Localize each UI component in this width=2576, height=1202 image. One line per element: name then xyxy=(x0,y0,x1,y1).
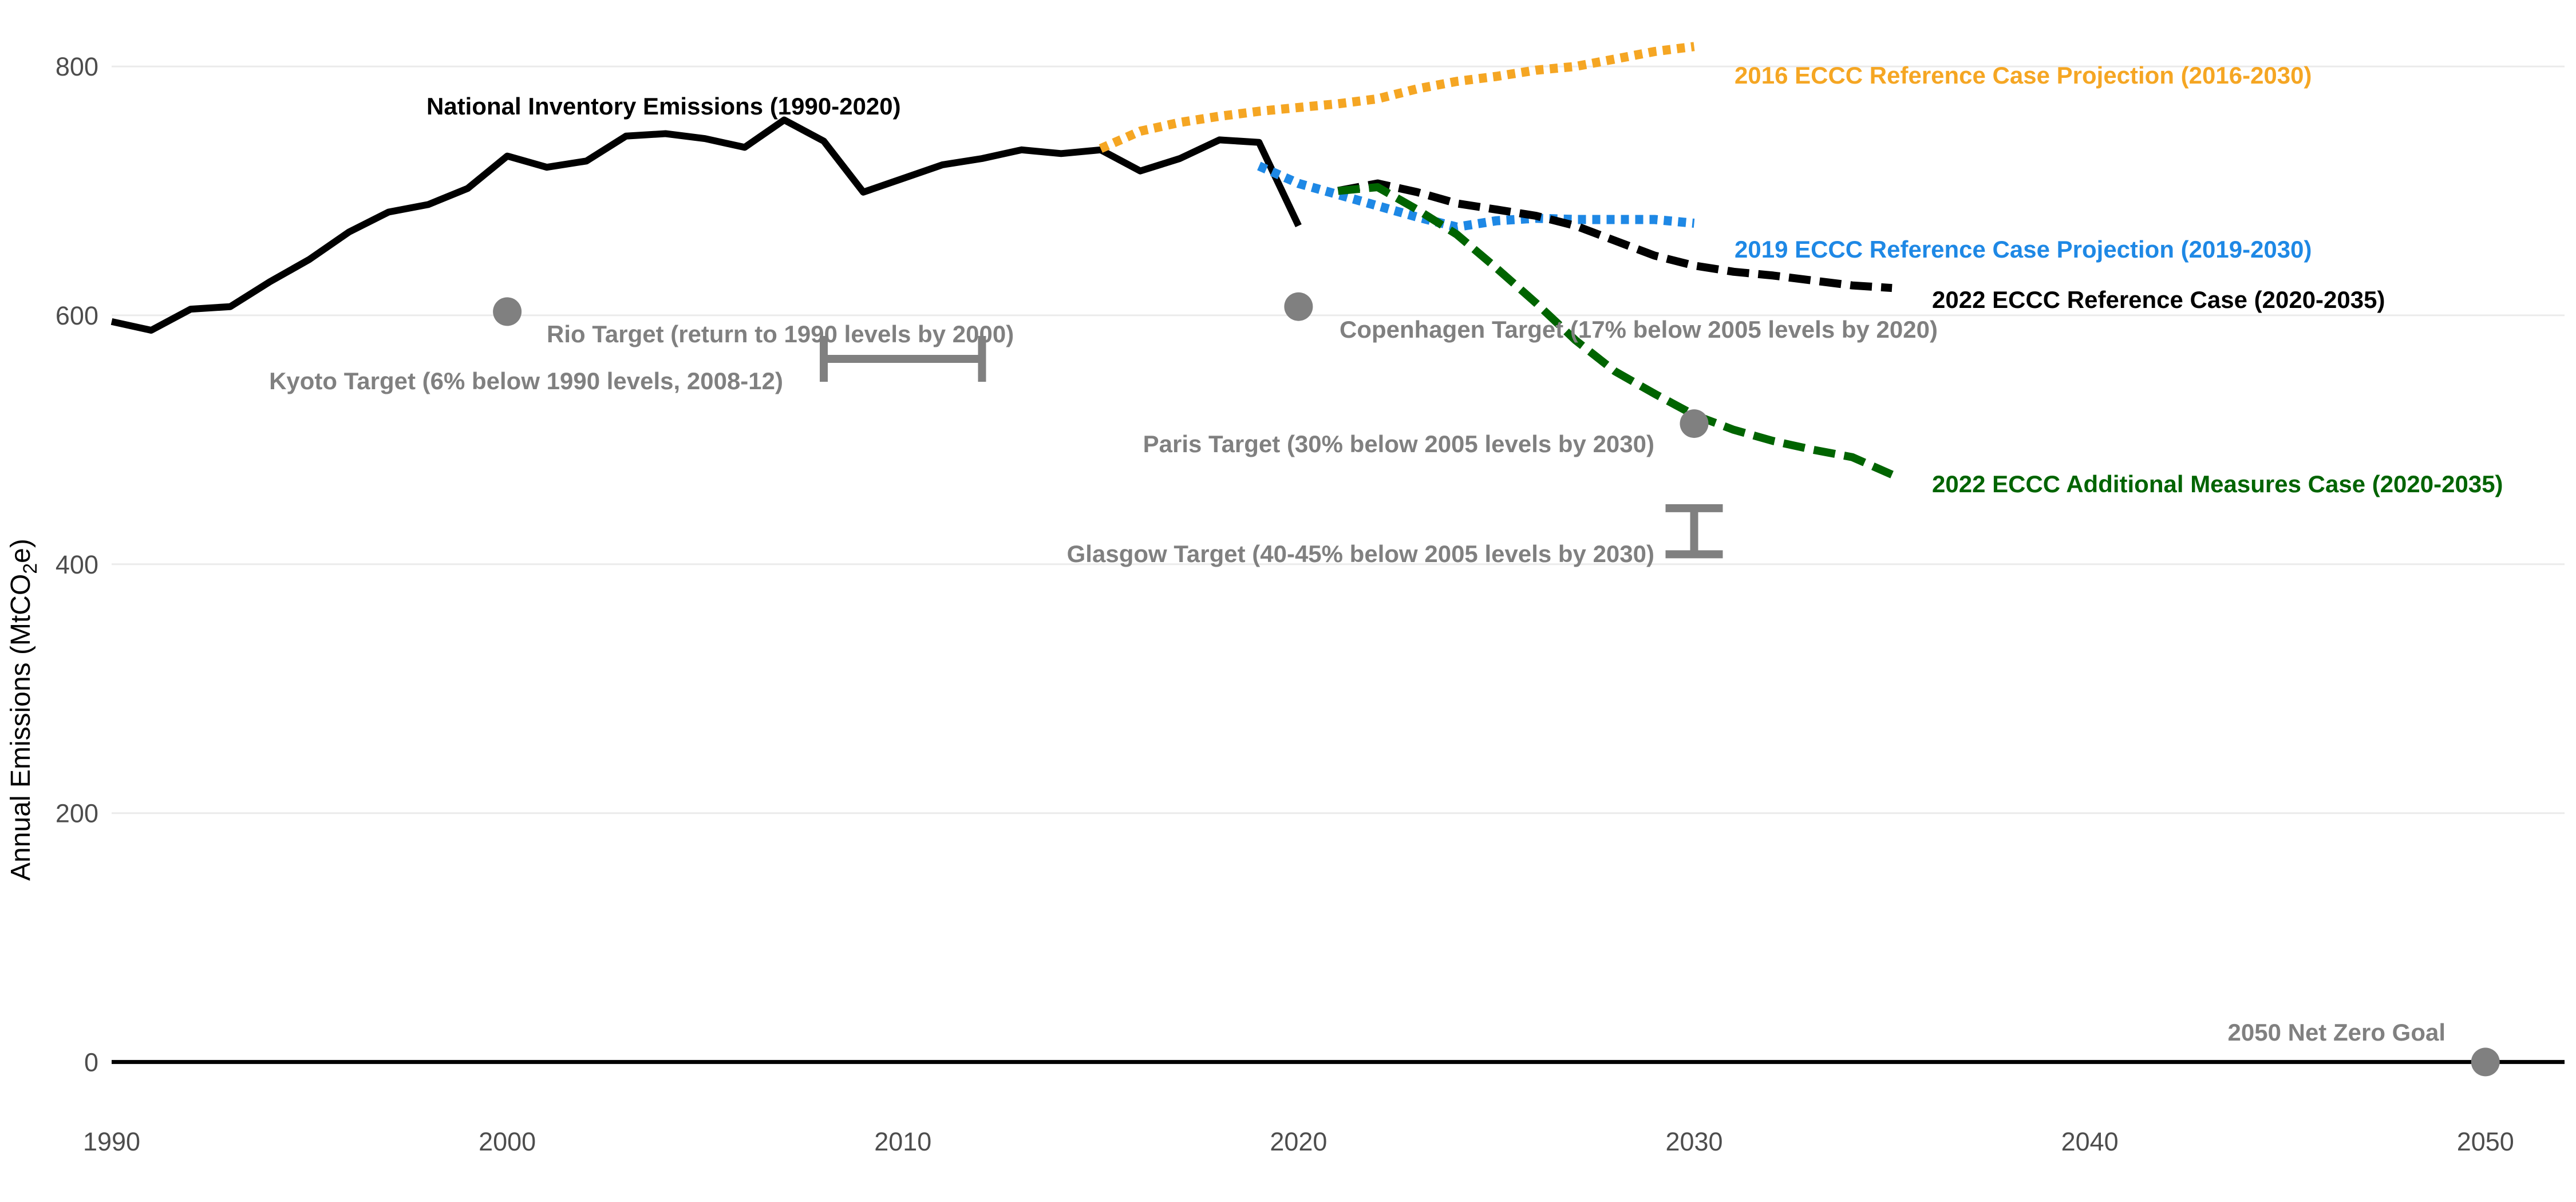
y-tick-label: 400 xyxy=(56,550,98,579)
x-tick-label: 2040 xyxy=(2061,1127,2119,1156)
series-line-additional2022 xyxy=(1337,183,1894,479)
y-axis-ticks: 0 200 400 600 800 xyxy=(56,52,98,1077)
series-line-reference2022 xyxy=(1337,179,1893,292)
series-line-inventory xyxy=(110,116,1302,334)
x-axis-ticks: 1990 2000 2010 2020 2030 2040 2050 xyxy=(83,1127,2514,1156)
series-line-eccc2016 xyxy=(1099,42,1695,153)
y-axis-label-end: e) xyxy=(6,539,36,563)
series-label-reference2022: 2022 ECCC Reference Case (2020-2035) xyxy=(1932,286,2385,313)
x-tick-label: 2010 xyxy=(874,1127,931,1156)
y-tick-label: 600 xyxy=(56,301,98,330)
x-tick-label: 2030 xyxy=(1665,1127,1722,1156)
target-point xyxy=(2471,1047,2500,1077)
series-label-eccc2016: 2016 ECCC Reference Case Projection (201… xyxy=(1735,62,2312,89)
target-point xyxy=(1680,409,1709,438)
y-tick-label: 0 xyxy=(84,1047,98,1077)
x-tick-label: 2000 xyxy=(479,1127,536,1156)
series-lines xyxy=(110,42,1894,479)
y-tick-label: 200 xyxy=(56,799,98,828)
series-label-inventory: National Inventory Emissions (1990-2020) xyxy=(426,93,901,120)
y-axis-label-main: Annual Emissions (MtCO xyxy=(6,574,36,881)
target-label: Paris Target (30% below 2005 levels by 2… xyxy=(1143,430,1654,457)
series-labels: National Inventory Emissions (1990-2020)… xyxy=(269,62,2503,1046)
target-label: Rio Target (return to 1990 levels by 200… xyxy=(547,321,1014,347)
series-label-eccc2019: 2019 ECCC Reference Case Projection (201… xyxy=(1735,236,2312,263)
x-tick-label: 2050 xyxy=(2457,1127,2514,1156)
target-label: Kyoto Target (6% below 1990 levels, 2008… xyxy=(269,367,783,394)
series-label-additional2022: 2022 ECCC Additional Measures Case (2020… xyxy=(1932,470,2503,497)
x-tick-label: 1990 xyxy=(83,1127,140,1156)
target-label: 2050 Net Zero Goal xyxy=(2228,1019,2445,1046)
target-point xyxy=(493,297,522,326)
target-markers xyxy=(493,292,2500,1077)
target-point xyxy=(1284,292,1313,321)
target-label: Glasgow Target (40-45% below 2005 levels… xyxy=(1067,540,1654,567)
y-axis-label-subscript: 2 xyxy=(19,563,41,574)
target-label: Copenhagen Target (17% below 2005 levels… xyxy=(1340,316,1938,343)
y-tick-label: 800 xyxy=(56,52,98,81)
series-line-eccc2019 xyxy=(1257,161,1695,232)
y-axis-label: Annual Emissions (MtCO2e) xyxy=(6,539,41,881)
x-tick-label: 2020 xyxy=(1270,1127,1327,1156)
